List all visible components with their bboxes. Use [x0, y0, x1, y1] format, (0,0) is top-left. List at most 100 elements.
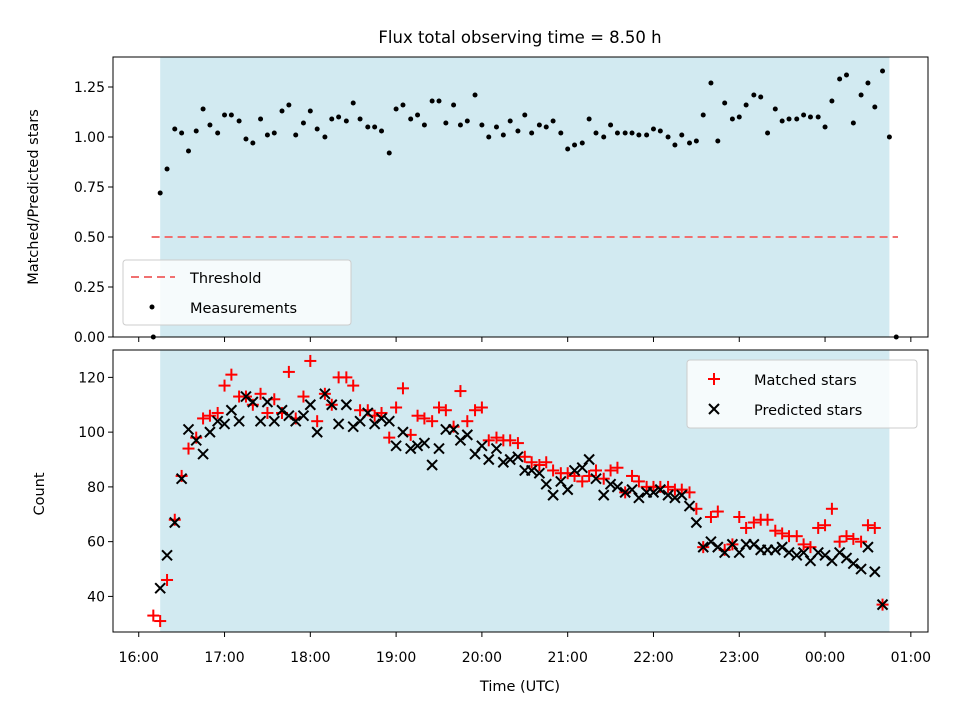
matched-star-point [540, 456, 553, 469]
measurement-point [722, 100, 728, 106]
measurement-point [779, 118, 785, 124]
predicted-star-point [218, 418, 231, 430]
x-tick-label: 23:00 [719, 650, 759, 666]
predicted-star-point [654, 483, 667, 496]
measurement-point [850, 120, 856, 126]
predicted-star-point [540, 478, 552, 490]
matched-star-point [833, 535, 846, 548]
top-x-ticks [138, 337, 912, 342]
matched-star-point [790, 530, 803, 543]
matched-star-point [819, 519, 832, 532]
measurement-point [543, 124, 549, 130]
matched-star-point [704, 511, 717, 524]
matched-star-point [840, 530, 853, 543]
predicted-star-point [433, 442, 445, 455]
measurement-point [844, 72, 849, 78]
matched-star-point [304, 354, 317, 367]
measurement-points [150, 68, 899, 340]
measurement-point [365, 124, 371, 130]
measurement-point [228, 112, 234, 118]
measurement-point [636, 132, 642, 138]
predicted-star-point [533, 467, 546, 479]
y-tick-label: 0.00 [74, 330, 105, 346]
measurement-point [729, 116, 735, 122]
matched-star-point [761, 513, 774, 526]
y-tick-label: 100 [78, 425, 105, 441]
predicted-star-point [791, 549, 803, 562]
measurement-point [736, 114, 742, 120]
matched-star-point [482, 434, 495, 447]
predicted-star-point [319, 388, 331, 400]
predicted-star-point [547, 489, 559, 501]
predicted-star-point [154, 582, 166, 594]
predicted-star-point [683, 500, 696, 512]
matched-star-point [847, 532, 860, 545]
predicted-star-point [411, 440, 424, 452]
measurement-point [815, 114, 821, 120]
measurement-point [672, 142, 678, 148]
measurement-point [429, 98, 435, 104]
predicted-star-point [383, 415, 395, 427]
x-tick-label: 16:00 [119, 650, 159, 666]
matched-star-point [147, 609, 160, 622]
x-tick-label: 19:00 [376, 650, 416, 666]
legend-predicted-swatch [708, 403, 720, 415]
bottom-x-ticks: 16:00 17:00 18:00 19:00 20:00 21:00 22:00 23:00… [119, 632, 931, 666]
y-tick-label: 80 [87, 480, 105, 496]
measurement-point [300, 120, 306, 126]
matched-star-point [218, 379, 231, 392]
matched-star-point [861, 519, 874, 532]
matched-star-point [568, 469, 581, 482]
measurement-point [708, 80, 714, 86]
predicted-star-point [611, 481, 624, 493]
predicted-star-point [869, 566, 881, 578]
measurement-point [679, 132, 685, 138]
measurement-point [657, 128, 663, 134]
measurement-point [650, 126, 656, 132]
predicted-star-point [190, 434, 202, 447]
measurement-point [457, 122, 463, 128]
measurement-point [493, 124, 499, 130]
measurement-point [243, 136, 249, 142]
predicted-star-point [604, 478, 617, 490]
measurement-point [758, 94, 764, 100]
matched-star-point [411, 409, 424, 422]
count-plot: 40 60 80 100 120 16:00 17:00 18:00 19:00 20:00 21… [32, 349, 931, 695]
predicted-star-point [512, 451, 524, 463]
chart-title: Flux total observing time = 8.50 h [378, 28, 661, 47]
y-tick-label: 0.25 [74, 280, 105, 296]
measurement-point [772, 106, 778, 112]
measurement-point [250, 140, 256, 146]
matched-star-point [203, 409, 216, 422]
measurement-point [558, 130, 564, 136]
matched-star-point [154, 615, 167, 628]
measurement-point [236, 118, 242, 124]
matched-star-point [776, 527, 789, 540]
measurement-point [550, 118, 556, 124]
measurement-point [464, 118, 470, 124]
predicted-star-point [426, 459, 438, 471]
measurement-point [393, 106, 399, 112]
x-tick-label: 22:00 [633, 650, 673, 666]
measurement-point [386, 150, 392, 156]
matched-star-point [418, 412, 431, 425]
predicted-star-point [690, 516, 703, 529]
measurement-point [579, 140, 585, 146]
matched-star-point [197, 412, 210, 425]
measurement-point [786, 116, 792, 122]
matched-star-point [604, 464, 617, 477]
measurement-point [222, 112, 228, 118]
measurement-point [286, 102, 292, 108]
measurement-point [586, 116, 592, 122]
predicted-star-point [311, 426, 323, 438]
predicted-star-point [375, 412, 388, 425]
matched-star-point [632, 475, 645, 488]
predicted-star-point [326, 399, 338, 411]
matched-star-point [747, 516, 760, 529]
predicted-star-point [304, 399, 317, 411]
predicted-star-point [211, 415, 224, 427]
x-tick-label: 01:00 [891, 650, 931, 666]
measurement-point [314, 126, 320, 132]
matched-star-point [626, 469, 639, 482]
measurement-point [536, 122, 542, 128]
